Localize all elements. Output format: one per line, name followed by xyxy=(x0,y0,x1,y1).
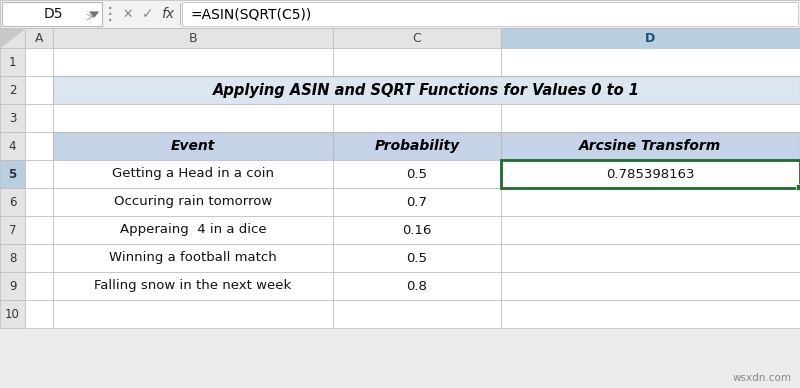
Bar xyxy=(53,244,333,272)
Text: 2: 2 xyxy=(9,83,16,97)
Bar xyxy=(53,76,800,104)
Bar xyxy=(333,300,501,328)
Bar xyxy=(53,160,333,188)
Text: 8: 8 xyxy=(9,251,16,265)
Bar xyxy=(182,2,798,26)
Bar xyxy=(25,244,53,272)
Bar xyxy=(25,216,53,244)
Text: 0.5: 0.5 xyxy=(406,168,427,180)
Bar xyxy=(53,272,333,300)
Text: ✓: ✓ xyxy=(142,7,154,21)
Bar xyxy=(0,188,25,216)
Bar xyxy=(25,104,53,132)
Bar xyxy=(0,0,800,28)
Text: Probability: Probability xyxy=(374,139,459,153)
Bar xyxy=(25,160,53,188)
Bar xyxy=(53,28,333,48)
Bar xyxy=(333,132,501,160)
Bar xyxy=(53,48,333,76)
Bar xyxy=(333,48,501,76)
Bar xyxy=(25,188,53,216)
Text: 9: 9 xyxy=(9,279,16,293)
Text: =ASIN(SQRT(C5)): =ASIN(SQRT(C5)) xyxy=(190,7,311,21)
Bar xyxy=(501,48,800,76)
Text: D: D xyxy=(646,31,656,45)
Bar xyxy=(0,300,25,328)
Bar xyxy=(25,48,53,76)
Text: fx: fx xyxy=(162,7,174,21)
Text: 3: 3 xyxy=(9,111,16,125)
Bar xyxy=(501,28,800,48)
Bar xyxy=(333,244,501,272)
Text: 10: 10 xyxy=(5,308,20,320)
Bar xyxy=(501,160,800,188)
Text: Occuring rain tomorrow: Occuring rain tomorrow xyxy=(114,196,272,208)
Text: 7: 7 xyxy=(9,223,16,237)
Text: 0.785398163: 0.785398163 xyxy=(606,168,694,180)
Bar xyxy=(53,300,333,328)
Text: C: C xyxy=(413,31,422,45)
Text: ✕: ✕ xyxy=(122,7,134,21)
Text: Falling snow in the next week: Falling snow in the next week xyxy=(94,279,292,293)
Bar xyxy=(25,76,53,104)
Bar xyxy=(501,300,800,328)
Text: ⋮: ⋮ xyxy=(102,5,118,23)
Bar xyxy=(333,216,501,244)
Bar xyxy=(25,132,53,160)
Text: D5: D5 xyxy=(44,7,63,21)
Text: 0.5: 0.5 xyxy=(406,251,427,265)
Bar xyxy=(0,132,25,160)
Bar xyxy=(0,216,25,244)
Bar xyxy=(333,160,501,188)
Text: Getting a Head in a coin: Getting a Head in a coin xyxy=(112,168,274,180)
Text: Arcsine Transform: Arcsine Transform xyxy=(579,139,722,153)
Text: 6: 6 xyxy=(9,196,16,208)
Bar xyxy=(53,216,333,244)
Text: 0.16: 0.16 xyxy=(402,223,432,237)
Text: Event: Event xyxy=(171,139,215,153)
Bar xyxy=(53,188,333,216)
Bar xyxy=(0,76,25,104)
Bar xyxy=(501,272,800,300)
Bar xyxy=(0,244,25,272)
Text: 5: 5 xyxy=(8,168,17,180)
Bar xyxy=(333,104,501,132)
Bar xyxy=(25,28,53,48)
Bar xyxy=(333,188,501,216)
Bar xyxy=(25,272,53,300)
Text: 4: 4 xyxy=(9,140,16,152)
Bar xyxy=(333,272,501,300)
Text: 0.8: 0.8 xyxy=(406,279,427,293)
Bar xyxy=(0,272,25,300)
Text: Applying ASIN and SQRT Functions for Values 0 to 1: Applying ASIN and SQRT Functions for Val… xyxy=(213,83,640,97)
Bar xyxy=(501,132,800,160)
Bar xyxy=(333,28,501,48)
Bar xyxy=(53,104,333,132)
Polygon shape xyxy=(90,12,98,17)
Text: 1: 1 xyxy=(9,55,16,69)
Bar xyxy=(0,160,25,188)
Bar xyxy=(501,104,800,132)
Bar xyxy=(796,184,800,190)
Polygon shape xyxy=(1,29,24,47)
Bar xyxy=(53,132,333,160)
Bar xyxy=(2,2,102,26)
Bar xyxy=(180,3,181,25)
Text: 0.7: 0.7 xyxy=(406,196,427,208)
Bar xyxy=(501,216,800,244)
Bar xyxy=(501,188,800,216)
Bar xyxy=(0,28,25,48)
Bar xyxy=(25,300,53,328)
Text: Winning a football match: Winning a football match xyxy=(109,251,277,265)
Text: B: B xyxy=(189,31,198,45)
Bar xyxy=(0,48,25,76)
Bar xyxy=(501,244,800,272)
Bar xyxy=(0,104,25,132)
Text: Apperaing  4 in a dice: Apperaing 4 in a dice xyxy=(120,223,266,237)
Text: wsxdn.com: wsxdn.com xyxy=(733,373,792,383)
Text: A: A xyxy=(34,31,43,45)
